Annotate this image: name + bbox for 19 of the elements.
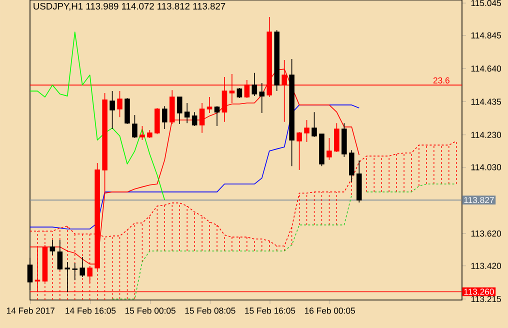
x-tick-label: 15 Feb 00:05 [125, 307, 176, 314]
y-tick-label: 113.215 [471, 296, 502, 302]
ref-line-label: 113.260 [464, 288, 494, 295]
y-tick-label: 114.845 [471, 32, 502, 38]
ref-line-label: 113.827 [464, 196, 494, 204]
x-tick-label: 16 Feb 00:05 [304, 307, 355, 314]
y-tick-label: 114.030 [471, 164, 502, 170]
x-tick-label: 14 Feb 2017 [6, 307, 54, 314]
annotation: 23.6 [433, 77, 450, 84]
y-tick-label: 114.435 [471, 98, 502, 105]
y-tick-label: 113.620 [471, 230, 502, 237]
x-tick-label: 14 Feb 16:05 [66, 307, 116, 314]
x-tick-label: 15 Feb 16:05 [245, 307, 296, 314]
x-tick-label: 15 Feb 08:05 [185, 307, 236, 314]
y-tick-label: 114.230 [471, 132, 502, 138]
y-tick-label: 114.640 [471, 66, 502, 72]
chart-title: USDJPY,H1 113.989 114.072 113.812 113.827 [34, 2, 226, 11]
y-tick-label: 113.420 [471, 262, 502, 269]
y-tick-label: 115.045 [471, 0, 502, 6]
